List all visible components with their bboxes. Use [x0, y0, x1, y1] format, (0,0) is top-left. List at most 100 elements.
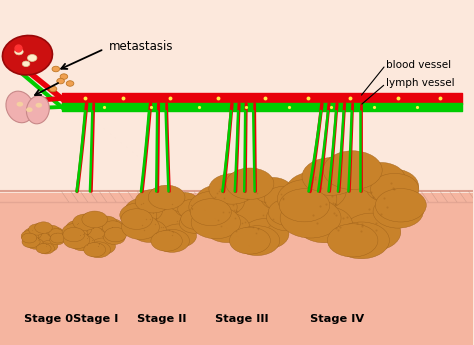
Ellipse shape: [24, 228, 42, 240]
Ellipse shape: [195, 185, 245, 217]
Ellipse shape: [73, 214, 98, 230]
Ellipse shape: [204, 213, 250, 243]
Ellipse shape: [151, 230, 182, 251]
Ellipse shape: [161, 224, 197, 247]
Ellipse shape: [28, 224, 46, 235]
Ellipse shape: [264, 186, 304, 212]
Circle shape: [27, 55, 37, 61]
Ellipse shape: [277, 179, 337, 218]
Ellipse shape: [22, 233, 37, 243]
Ellipse shape: [66, 220, 92, 237]
Ellipse shape: [191, 199, 231, 226]
Ellipse shape: [22, 236, 40, 248]
Ellipse shape: [120, 203, 157, 227]
Circle shape: [49, 86, 57, 92]
Ellipse shape: [91, 238, 116, 254]
Ellipse shape: [104, 227, 127, 242]
Ellipse shape: [221, 172, 262, 199]
Ellipse shape: [63, 227, 85, 242]
Ellipse shape: [285, 171, 346, 211]
Ellipse shape: [131, 197, 202, 241]
Ellipse shape: [317, 156, 367, 189]
Ellipse shape: [27, 228, 60, 248]
Ellipse shape: [2, 36, 53, 75]
Text: blood vessel: blood vessel: [386, 60, 451, 70]
Ellipse shape: [178, 199, 208, 219]
Ellipse shape: [297, 206, 353, 243]
Ellipse shape: [296, 170, 410, 240]
Circle shape: [15, 49, 23, 55]
Circle shape: [26, 107, 33, 112]
Ellipse shape: [47, 227, 63, 238]
Ellipse shape: [21, 230, 39, 242]
Ellipse shape: [135, 189, 171, 213]
Ellipse shape: [132, 219, 166, 243]
Text: metastasis: metastasis: [109, 40, 173, 53]
Ellipse shape: [191, 206, 240, 239]
Ellipse shape: [242, 218, 289, 249]
Ellipse shape: [27, 96, 49, 124]
Text: Stage II: Stage II: [137, 314, 187, 324]
Ellipse shape: [343, 213, 401, 251]
Ellipse shape: [181, 209, 212, 229]
Ellipse shape: [302, 158, 359, 195]
Ellipse shape: [323, 151, 382, 189]
Ellipse shape: [38, 243, 55, 254]
Ellipse shape: [33, 223, 48, 233]
Circle shape: [52, 66, 60, 72]
Ellipse shape: [280, 198, 341, 238]
Ellipse shape: [71, 235, 95, 251]
Text: Stage III: Stage III: [215, 314, 269, 324]
Ellipse shape: [266, 204, 307, 231]
Circle shape: [60, 74, 68, 79]
Ellipse shape: [155, 229, 190, 252]
Ellipse shape: [375, 189, 426, 222]
Ellipse shape: [27, 238, 44, 249]
Polygon shape: [0, 193, 474, 345]
Ellipse shape: [82, 211, 108, 228]
Ellipse shape: [41, 240, 58, 252]
Ellipse shape: [49, 229, 63, 238]
Circle shape: [17, 102, 23, 107]
Ellipse shape: [148, 185, 185, 209]
Text: Stage IV: Stage IV: [310, 314, 364, 324]
Ellipse shape: [365, 169, 419, 204]
Ellipse shape: [279, 189, 330, 222]
Ellipse shape: [121, 209, 152, 229]
Ellipse shape: [100, 219, 123, 234]
Ellipse shape: [64, 231, 90, 249]
Polygon shape: [0, 0, 474, 193]
Ellipse shape: [174, 196, 208, 218]
Ellipse shape: [125, 198, 163, 223]
Ellipse shape: [373, 195, 423, 228]
Circle shape: [57, 78, 64, 84]
Ellipse shape: [333, 222, 390, 259]
Ellipse shape: [79, 213, 101, 227]
Ellipse shape: [96, 216, 118, 230]
Ellipse shape: [45, 225, 59, 235]
Ellipse shape: [229, 227, 271, 254]
Ellipse shape: [356, 162, 405, 195]
Ellipse shape: [253, 177, 292, 204]
Ellipse shape: [226, 168, 274, 199]
Ellipse shape: [204, 184, 296, 241]
Text: Stage I: Stage I: [73, 314, 119, 324]
Ellipse shape: [6, 91, 34, 123]
Ellipse shape: [86, 242, 110, 258]
Ellipse shape: [84, 243, 106, 257]
Circle shape: [66, 81, 74, 86]
Ellipse shape: [121, 215, 159, 239]
Ellipse shape: [36, 244, 51, 254]
Ellipse shape: [35, 222, 52, 233]
Circle shape: [36, 103, 42, 108]
Ellipse shape: [62, 224, 88, 240]
Ellipse shape: [209, 174, 255, 204]
Ellipse shape: [145, 188, 176, 209]
Ellipse shape: [50, 235, 64, 245]
Ellipse shape: [189, 191, 237, 223]
Text: Stage 0: Stage 0: [24, 314, 73, 324]
Ellipse shape: [169, 193, 199, 213]
Ellipse shape: [70, 219, 119, 250]
Ellipse shape: [50, 233, 65, 243]
Ellipse shape: [328, 224, 378, 257]
